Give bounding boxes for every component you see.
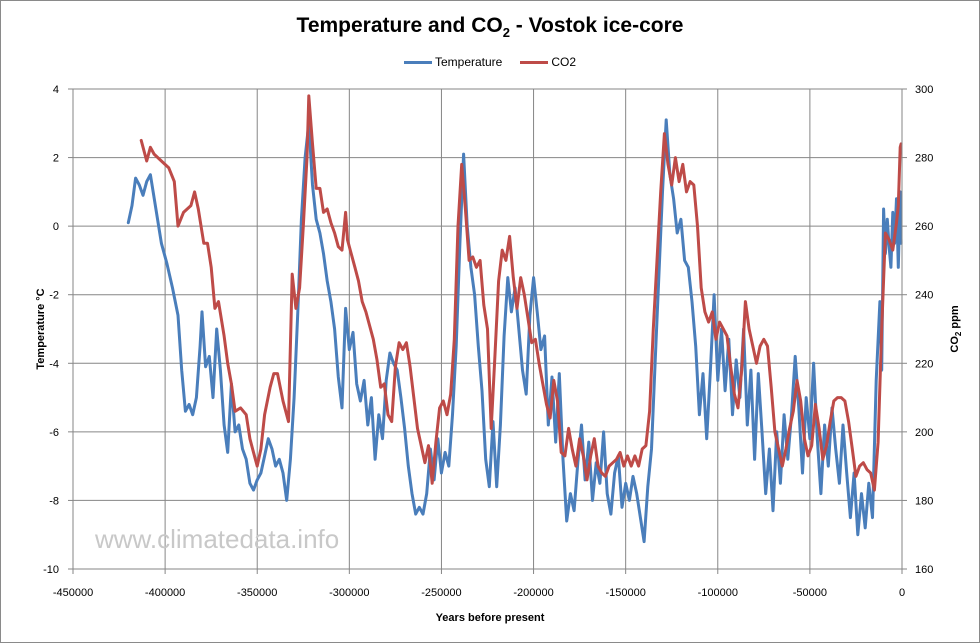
legend-label-co2: CO2 <box>551 55 577 69</box>
y2-label-subscript: 2 <box>954 331 963 336</box>
x-tick-label: 0 <box>899 587 905 599</box>
axes: 4 300 2 280 0 260 -2 240 -4 220 -6 200 -8 180 -10 160 -4… <box>43 84 933 599</box>
x-tick-label: -450000 <box>53 587 93 599</box>
series-line-temperature <box>126 118 903 544</box>
y-tick-label: 2 <box>53 153 59 165</box>
y-tick-label: -2 <box>49 290 59 302</box>
y2-tick-label: 220 <box>915 358 933 370</box>
y2-label-rest: ppm <box>949 305 961 331</box>
y2-tick-label: 300 <box>915 84 933 96</box>
x-tick-label: -300000 <box>329 587 369 599</box>
y2-tick-label: 280 <box>915 153 933 165</box>
x-tick-label: -100000 <box>698 587 738 599</box>
legend-label-temperature: Temperature <box>434 55 503 69</box>
watermark: www.climatedata.info <box>94 524 339 554</box>
title-main: Temperature and CO <box>296 14 503 37</box>
y-tick-label: -10 <box>43 564 59 576</box>
legend: Temperature CO2 <box>0 55 980 69</box>
legend-item-temperature: Temperature <box>403 55 503 69</box>
title-subscript: 2 <box>502 25 510 41</box>
y2-axis-label: CO2 ppm <box>949 305 963 352</box>
x-tick-label: -250000 <box>421 587 461 599</box>
legend-item-co2: CO2 <box>520 55 576 69</box>
chart-title: Temperature and CO2 - Vostok ice-core <box>0 14 980 40</box>
x-tick-label: -350000 <box>237 587 277 599</box>
x-tick-label: -150000 <box>605 587 645 599</box>
y-tick-label: -6 <box>49 427 59 439</box>
legend-swatch-temperature <box>403 60 432 64</box>
y2-tick-label: 240 <box>915 290 933 302</box>
y2-tick-label: 180 <box>915 495 933 507</box>
x-tick-label: -50000 <box>793 587 827 599</box>
title-rest: - Vostok ice-core <box>509 14 684 37</box>
y2-tick-label: 160 <box>915 564 933 576</box>
y-axis-label: Temperature °C <box>35 288 47 369</box>
y-tick-label: -8 <box>49 495 59 507</box>
x-axis-label: Years before present <box>436 612 545 624</box>
y2-tick-label: 260 <box>915 221 933 233</box>
y-tick-label: 4 <box>53 84 59 96</box>
series-group <box>126 94 903 544</box>
x-tick-label: -200000 <box>513 587 553 599</box>
series-line-co2 <box>139 94 903 492</box>
legend-swatch-co2 <box>520 60 549 64</box>
y-tick-label: -4 <box>49 358 59 370</box>
x-tick-label: -400000 <box>145 587 185 599</box>
y2-label-main: CO <box>949 336 961 353</box>
y2-tick-label: 200 <box>915 427 933 439</box>
y-tick-label: 0 <box>53 221 59 233</box>
